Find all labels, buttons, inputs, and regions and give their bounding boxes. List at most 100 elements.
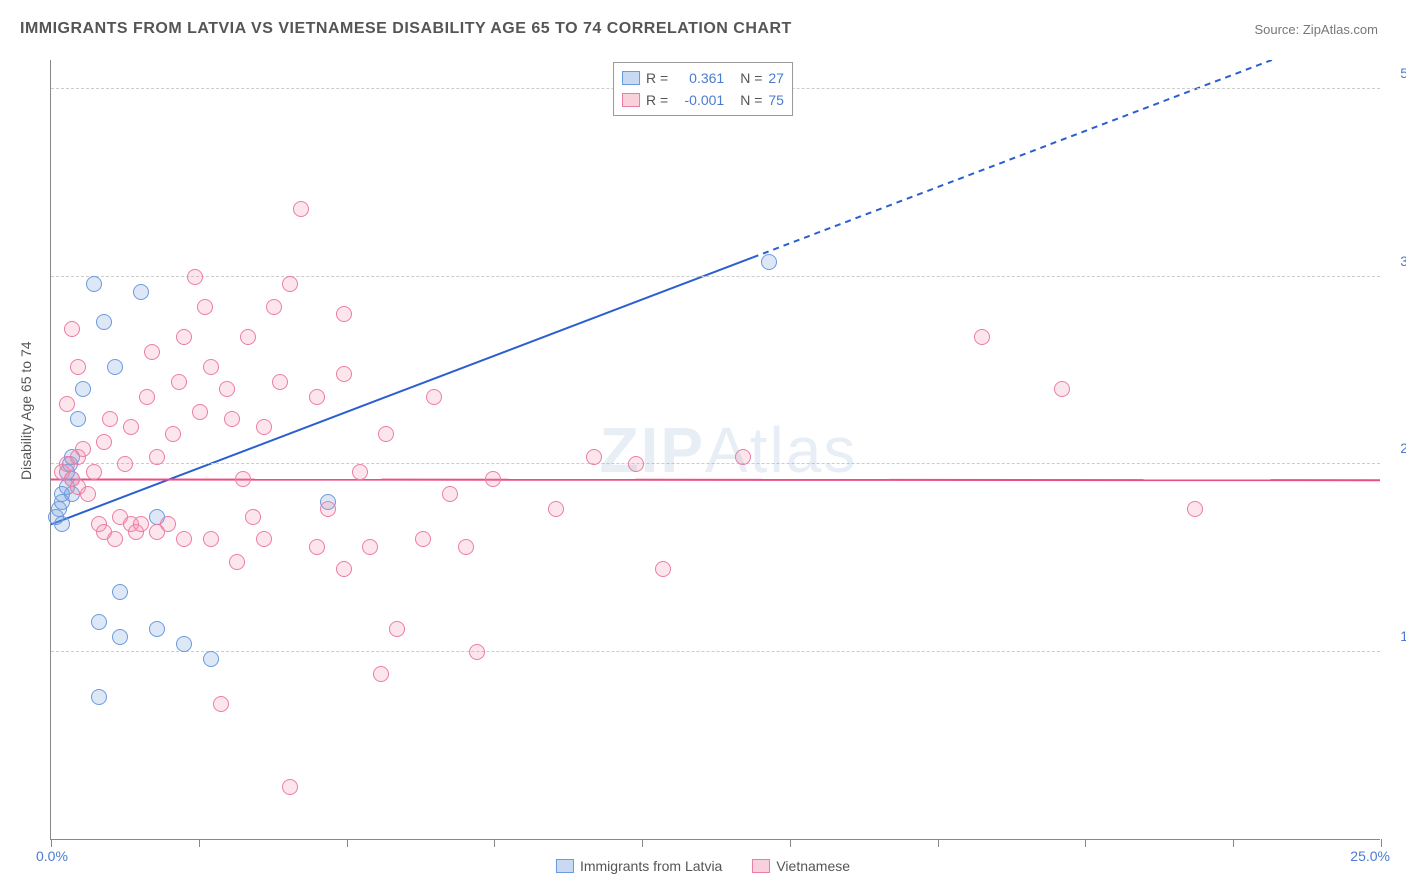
data-point-b	[176, 329, 192, 345]
trendline-a-extrapolated	[753, 60, 1380, 257]
data-point-b	[266, 299, 282, 315]
source-value: ZipAtlas.com	[1303, 22, 1378, 37]
data-point-b	[415, 531, 431, 547]
data-point-b	[974, 329, 990, 345]
data-point-a	[86, 276, 102, 292]
data-point-b	[548, 501, 564, 517]
legend-swatch-b-icon	[752, 859, 770, 873]
y-tick-label: 12.5%	[1400, 628, 1406, 644]
data-point-b	[107, 531, 123, 547]
n-value-b: 75	[768, 89, 784, 111]
data-point-b	[256, 419, 272, 435]
data-point-a	[70, 411, 86, 427]
data-point-b	[282, 276, 298, 292]
x-tick	[938, 839, 939, 847]
y-tick-label: 37.5%	[1400, 253, 1406, 269]
data-point-b	[389, 621, 405, 637]
trend-lines	[51, 60, 1380, 839]
data-point-b	[203, 531, 219, 547]
data-point-b	[485, 471, 501, 487]
data-point-a	[91, 689, 107, 705]
data-point-b	[309, 539, 325, 555]
data-point-a	[91, 614, 107, 630]
legend-swatch-b	[622, 93, 640, 107]
chart-title: IMMIGRANTS FROM LATVIA VS VIETNAMESE DIS…	[20, 20, 792, 38]
r-value-a: 0.361	[674, 67, 724, 89]
data-point-b	[336, 561, 352, 577]
legend-label-b: Vietnamese	[776, 858, 850, 874]
data-point-b	[187, 269, 203, 285]
data-point-b	[229, 554, 245, 570]
data-point-b	[309, 389, 325, 405]
data-point-b	[586, 449, 602, 465]
data-point-b	[426, 389, 442, 405]
data-point-b	[245, 509, 261, 525]
x-tick	[1085, 839, 1086, 847]
data-point-b	[102, 411, 118, 427]
data-point-b	[336, 306, 352, 322]
watermark-zip: ZIP	[599, 414, 705, 486]
data-point-b	[272, 374, 288, 390]
data-point-a	[75, 381, 91, 397]
n-label: N =	[740, 89, 762, 111]
data-point-b	[197, 299, 213, 315]
data-point-a	[761, 254, 777, 270]
data-point-b	[70, 359, 86, 375]
data-point-b	[628, 456, 644, 472]
data-point-a	[54, 516, 70, 532]
legend-row-a: R = 0.361 N = 27	[622, 67, 784, 89]
data-point-b	[352, 464, 368, 480]
n-label: N =	[740, 67, 762, 89]
data-point-b	[336, 366, 352, 382]
series-legend: Immigrants from Latvia Vietnamese	[556, 858, 850, 874]
data-point-b	[139, 389, 155, 405]
data-point-b	[469, 644, 485, 660]
gridline	[51, 463, 1380, 464]
gridline	[51, 651, 1380, 652]
data-point-a	[54, 486, 70, 502]
correlation-legend: R = 0.361 N = 27 R = -0.001 N = 75	[613, 62, 793, 116]
r-label: R =	[646, 89, 668, 111]
data-point-b	[176, 531, 192, 547]
n-value-a: 27	[768, 67, 784, 89]
data-point-b	[86, 464, 102, 480]
x-tick	[790, 839, 791, 847]
trendline-a	[51, 257, 753, 524]
data-point-a	[112, 629, 128, 645]
data-point-b	[219, 381, 235, 397]
data-point-b	[282, 779, 298, 795]
data-point-b	[378, 426, 394, 442]
x-tick	[199, 839, 200, 847]
data-point-b	[149, 449, 165, 465]
data-point-a	[149, 621, 165, 637]
data-point-a	[133, 284, 149, 300]
watermark-atlas: Atlas	[705, 414, 857, 486]
data-point-b	[203, 359, 219, 375]
data-point-b	[96, 434, 112, 450]
x-tick	[1381, 839, 1382, 847]
legend-item-b: Vietnamese	[752, 858, 850, 874]
x-tick-label-min: 0.0%	[36, 848, 68, 864]
gridline	[51, 276, 1380, 277]
x-tick	[51, 839, 52, 847]
data-point-b	[442, 486, 458, 502]
data-point-b	[235, 471, 251, 487]
data-point-b	[373, 666, 389, 682]
data-point-b	[655, 561, 671, 577]
data-point-b	[458, 539, 474, 555]
source-attribution: Source: ZipAtlas.com	[1254, 22, 1378, 37]
r-label: R =	[646, 67, 668, 89]
y-tick-label: 50.0%	[1400, 65, 1406, 81]
legend-label-a: Immigrants from Latvia	[580, 858, 722, 874]
data-point-b	[224, 411, 240, 427]
data-point-b	[144, 344, 160, 360]
y-axis-label: Disability Age 65 to 74	[18, 341, 34, 480]
data-point-b	[1054, 381, 1070, 397]
chart-container: IMMIGRANTS FROM LATVIA VS VIETNAMESE DIS…	[0, 0, 1406, 892]
x-tick	[1233, 839, 1234, 847]
data-point-b	[117, 456, 133, 472]
data-point-b	[735, 449, 751, 465]
data-point-b	[1187, 501, 1203, 517]
y-tick-label: 25.0%	[1400, 440, 1406, 456]
data-point-b	[160, 516, 176, 532]
